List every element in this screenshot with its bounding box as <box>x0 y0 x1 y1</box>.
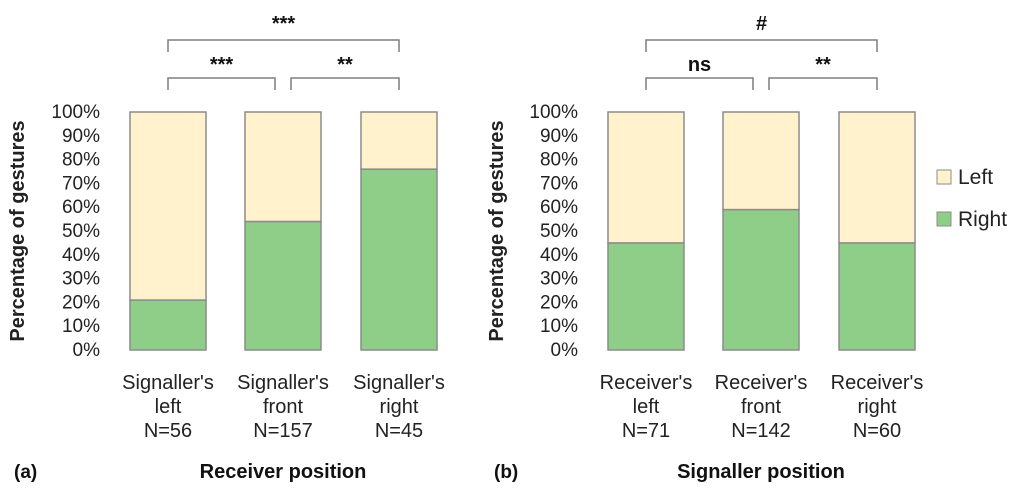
y-tick-label: 40% <box>62 245 100 266</box>
legend-swatch-left <box>936 169 952 185</box>
x-tick-label-line2: right <box>380 396 419 418</box>
bar-segment-right <box>244 220 322 351</box>
bar-segment-left <box>722 111 800 211</box>
y-tick-label: 50% <box>540 221 578 242</box>
chart-panel-b: 0% 10% 20%30% 40% 50% 60% 70%80% 90% 100% Percent… <box>486 13 923 483</box>
sample-size-label: N=45 <box>375 420 423 442</box>
sample-size-label: N=56 <box>144 420 192 442</box>
y-axis-label: Percentage of gestures <box>486 120 508 341</box>
panel-label: (a) <box>14 462 37 483</box>
y-tick-label: 60% <box>540 197 578 218</box>
x-tick-label-line2: left <box>155 396 182 418</box>
y-tick-label: 0% <box>73 340 101 361</box>
x-tick-label: Signaller's <box>353 372 445 394</box>
y-tick-label: 30% <box>62 269 100 290</box>
significance-label: ns <box>688 54 711 76</box>
y-tick-label: 40% <box>540 245 578 266</box>
bar-segment-right <box>129 299 207 351</box>
bar-segment-left <box>607 111 685 244</box>
sample-size-label: N=71 <box>622 420 670 442</box>
x-tick-label: Receiver's <box>600 372 693 394</box>
y-tick-label: 70% <box>540 173 578 194</box>
y-tick-label: 20% <box>540 292 578 313</box>
x-tick-label: Signaller's <box>237 372 329 394</box>
bar-segment-right <box>360 168 438 351</box>
y-tick-label: 20% <box>62 292 100 313</box>
panel-label: (b) <box>494 462 518 483</box>
significance-bracket <box>768 77 878 90</box>
y-tick-label: 100% <box>529 102 578 123</box>
y-tick-label: 30% <box>540 269 578 290</box>
legend-label-left: Left <box>958 166 993 189</box>
x-tick-label-line2: left <box>633 396 660 418</box>
sample-size-label: N=157 <box>253 420 313 442</box>
x-axis-label: Receiver position <box>200 461 367 483</box>
significance-label: *** <box>272 13 296 35</box>
x-tick-label-line2: front <box>741 396 781 418</box>
x-tick-label-line2: front <box>263 396 303 418</box>
y-tick-label: 80% <box>540 150 578 171</box>
significance-label: *** <box>210 54 234 76</box>
bar-segment-left <box>360 111 438 170</box>
y-tick-label: 80% <box>62 150 100 171</box>
x-axis-label: Signaller position <box>677 461 845 483</box>
x-tick-label: Receiver's <box>831 372 924 394</box>
x-tick-label: Signaller's <box>122 372 214 394</box>
y-tick-label: 50% <box>62 221 100 242</box>
bar-segment-right <box>607 242 685 351</box>
sample-size-label: N=60 <box>853 420 901 442</box>
significance-bracket <box>645 77 754 90</box>
bar-segment-right <box>722 208 800 351</box>
x-tick-label: Receiver's <box>715 372 808 394</box>
bar-segment-left <box>838 111 916 244</box>
bar-segment-right <box>838 242 916 351</box>
significance-label: # <box>756 13 767 35</box>
y-tick-label: 10% <box>540 316 578 337</box>
significance-bracket <box>167 77 276 90</box>
sample-size-label: N=142 <box>731 420 791 442</box>
y-tick-label: 70% <box>62 173 100 194</box>
significance-bracket <box>167 39 400 52</box>
legend-label-right: Right <box>958 208 1007 231</box>
chart-panel-a: 0% 10% 20%30% 40% 50% 60% 70%80% 90% 100% Percent… <box>7 13 445 483</box>
significance-label: ** <box>815 54 831 76</box>
y-tick-label: 10% <box>62 316 100 337</box>
y-tick-label: 60% <box>62 197 100 218</box>
significance-bracket <box>290 77 400 90</box>
legend: Left Right <box>936 166 1007 231</box>
significance-bracket <box>645 39 878 52</box>
legend-swatch-right <box>936 211 952 227</box>
y-tick-label: 0% <box>551 340 579 361</box>
x-tick-label-line2: right <box>858 396 897 418</box>
y-tick-label: 90% <box>62 126 100 147</box>
y-tick-label: 90% <box>540 126 578 147</box>
y-tick-label: 100% <box>51 102 100 123</box>
significance-label: ** <box>337 54 353 76</box>
y-axis-label: Percentage of gestures <box>7 120 29 341</box>
bar-segment-left <box>244 111 322 223</box>
bar-segment-left <box>129 111 207 301</box>
